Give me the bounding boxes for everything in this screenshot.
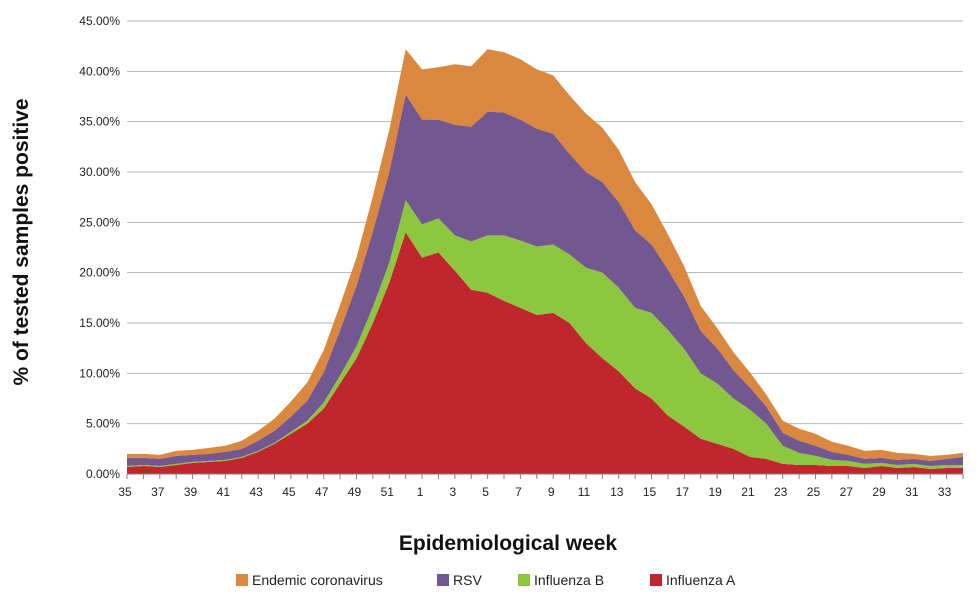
x-tick-label: 45 xyxy=(282,485,296,499)
x-tick-label: 33 xyxy=(938,485,952,499)
x-tick-label: 9 xyxy=(548,485,555,499)
y-tick-label: 45.00% xyxy=(79,14,120,28)
legend-label: Endemic coronavirus xyxy=(252,572,383,588)
legend-swatch xyxy=(437,574,449,586)
y-axis-title: % of tested samples positive xyxy=(10,98,33,385)
x-tick-label: 31 xyxy=(905,485,919,499)
y-tick-label: 40.00% xyxy=(79,64,120,78)
y-tick-label: 15.00% xyxy=(79,316,120,330)
area-influenza-a xyxy=(127,232,963,474)
x-tick-label: 13 xyxy=(610,485,624,499)
area-rsv xyxy=(127,94,963,466)
x-tick-label: 5 xyxy=(482,485,489,499)
y-tick-labels: 0.00% 5.00% 10.00% 15.00% 20.00% 25.00% 30.00%… xyxy=(79,14,120,481)
legend-item: Influenza B xyxy=(518,572,604,588)
legend-label: Influenza A xyxy=(666,572,736,588)
y-tick-label: 0.00% xyxy=(86,467,120,481)
x-tick-label: 43 xyxy=(249,485,263,499)
y-tick-label: 20.00% xyxy=(79,266,120,280)
x-axis-title: Epidemiological week xyxy=(399,532,618,555)
x-tick-label: 49 xyxy=(348,485,362,499)
y-tick-label: 25.00% xyxy=(79,215,120,229)
legend-swatch xyxy=(650,574,662,586)
x-tick-label: 21 xyxy=(741,485,755,499)
legend-swatch xyxy=(236,574,248,586)
x-tick-label: 41 xyxy=(217,485,231,499)
x-tick-label: 11 xyxy=(578,485,591,499)
legend-label: RSV xyxy=(453,572,482,588)
legend-item: RSV xyxy=(437,572,482,588)
x-tick-label: 37 xyxy=(151,485,165,499)
y-tick-label: 30.00% xyxy=(79,165,120,179)
x-tick-label: 17 xyxy=(676,485,690,499)
x-tick-label: 7 xyxy=(515,485,522,499)
legend-swatch xyxy=(518,574,530,586)
legend: Endemic coronavirus RSV Influenza B Influen… xyxy=(236,572,736,588)
x-tick-label: 27 xyxy=(840,485,854,499)
x-tick-label: 51 xyxy=(381,485,395,499)
y-tick-label: 35.00% xyxy=(79,115,120,129)
x-tick-label: 35 xyxy=(118,485,132,499)
y-tick-label: 10.00% xyxy=(79,366,120,380)
x-tick-label: 1 xyxy=(417,485,424,499)
legend-label: Influenza B xyxy=(534,572,604,588)
legend-item: Endemic coronavirus xyxy=(236,572,383,588)
x-tick-label: 25 xyxy=(807,485,821,499)
stacked-areas xyxy=(127,49,963,474)
x-tick-labels: 35 37 39 41 43 45 47 49 51 1 3 5 7 9 11 13 15 17 19 21 23 25 2… xyxy=(118,485,951,499)
x-tick-label: 3 xyxy=(449,485,456,499)
x-tick-marks xyxy=(126,474,964,479)
area-influenza-b xyxy=(127,200,963,469)
x-tick-label: 23 xyxy=(774,485,788,499)
legend-item: Influenza A xyxy=(650,572,736,588)
x-tick-label: 29 xyxy=(872,485,886,499)
y-tick-label: 5.00% xyxy=(86,417,120,431)
x-tick-label: 15 xyxy=(643,485,657,499)
x-tick-label: 19 xyxy=(708,485,722,499)
x-tick-label: 47 xyxy=(315,485,329,499)
x-tick-label: 39 xyxy=(184,485,198,499)
